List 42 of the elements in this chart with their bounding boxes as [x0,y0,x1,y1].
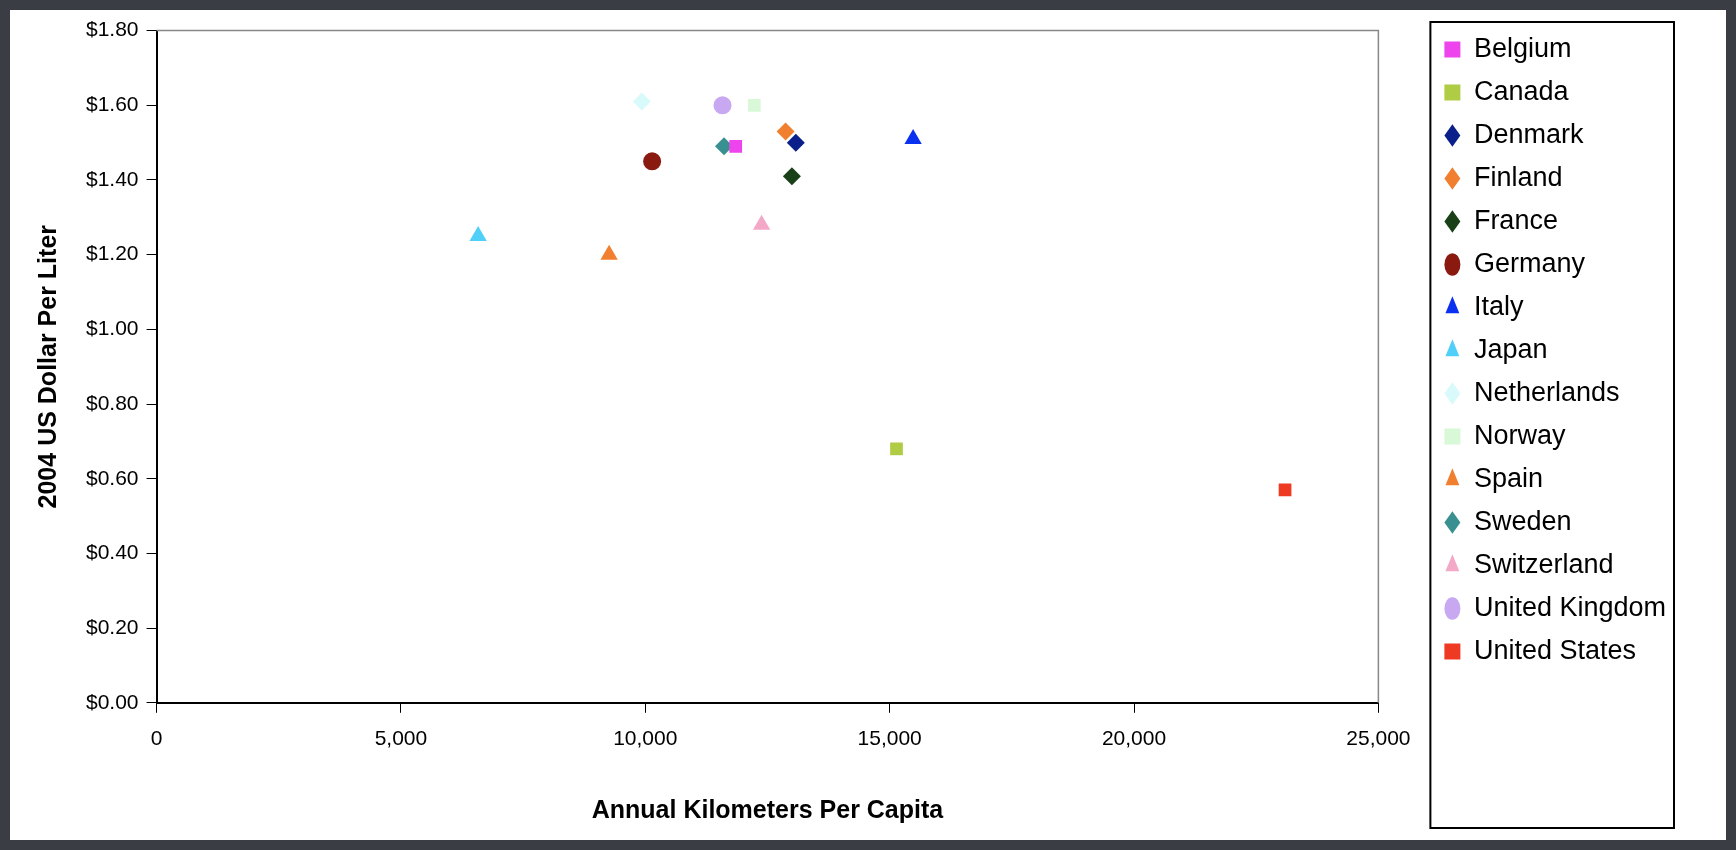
y-tick-label: $1.40 [85,166,139,190]
legend-label: Netherlands [1473,376,1620,407]
legend-label: Sweden [1473,505,1572,536]
y-tick-label: $0.40 [85,540,139,564]
legend-label: France [1473,204,1558,235]
y-tick-label: $0.20 [85,614,139,638]
legend-label: United States [1473,634,1636,665]
y-tick-label: $1.00 [85,316,139,340]
legend-label: Switzerland [1473,548,1614,579]
x-tick-label: 10,000 [613,726,678,750]
y-tick-label: $0.80 [85,390,139,414]
legend-label: United Kingdom [1473,591,1667,622]
y-tick-label: $1.80 [85,17,139,41]
legend-label: Japan [1473,333,1548,364]
point [632,92,651,111]
x-tick-label: 20,000 [1101,726,1167,750]
point [890,442,903,456]
point [713,96,732,115]
legend-label: Norway [1473,419,1566,450]
point [747,98,761,112]
legend-label: Germany [1473,247,1586,278]
x-tick-label: 25,000 [1346,726,1411,750]
point [643,152,662,171]
legend-label: Italy [1473,290,1524,321]
legend-label: Finland [1473,161,1563,192]
x-tick-label: 15,000 [857,726,922,750]
x-tick-label: 0 [150,726,163,750]
y-tick-label: $0.00 [85,689,139,713]
y-axis-title: 2004 US Dollar Per Liter [32,224,61,509]
point [786,133,805,152]
legend-label: Canada [1473,75,1570,106]
legend-label: Spain [1473,462,1543,493]
x-tick-label: 5,000 [374,726,428,750]
y-tick-label: $1.20 [85,241,139,265]
y-tick-label: $0.60 [85,465,139,489]
point [782,167,801,186]
legend-label: Denmark [1473,118,1584,149]
x-axis-title: Annual Kilometers Per Capita [591,794,945,823]
legend-label: Belgium [1473,32,1572,63]
point [729,140,743,153]
y-tick-label: $1.60 [85,92,139,116]
point [776,122,795,141]
